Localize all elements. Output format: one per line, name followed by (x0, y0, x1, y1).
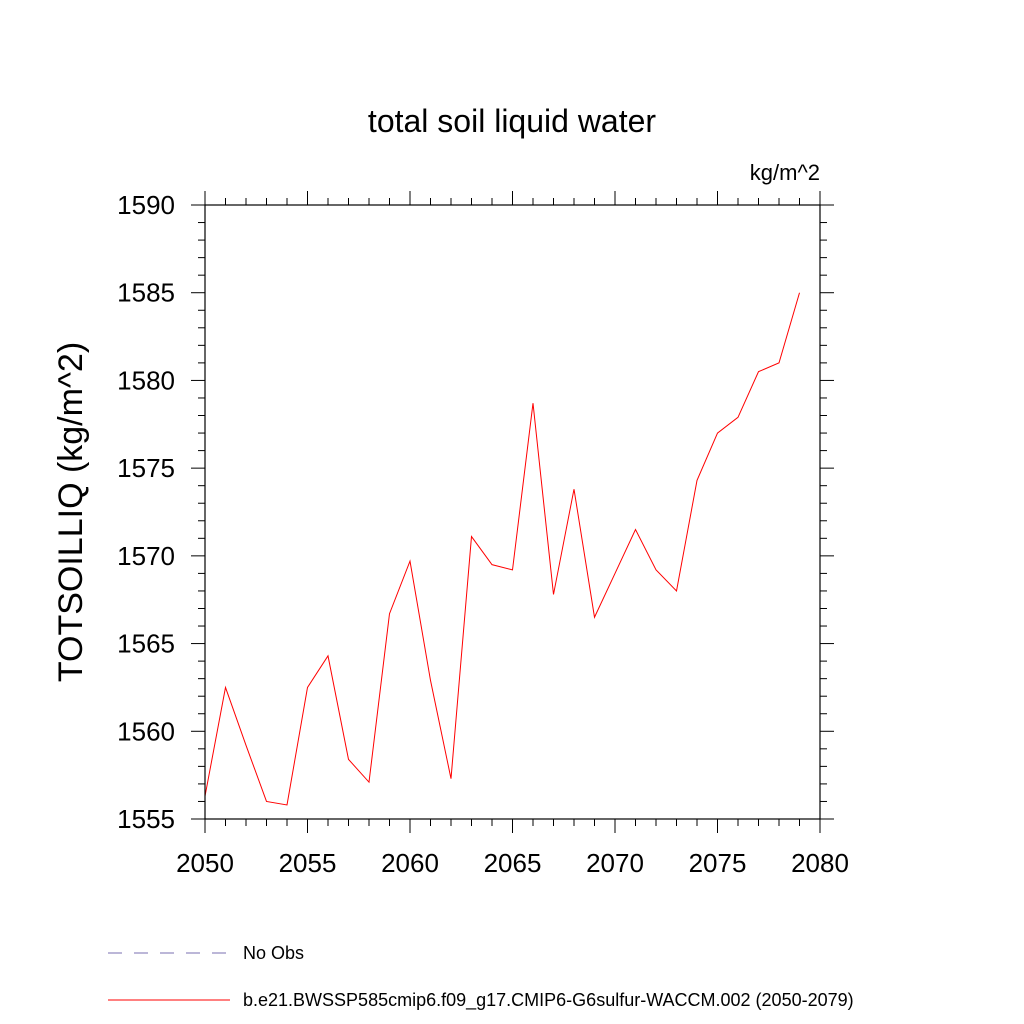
x-tick-label: 2060 (381, 848, 439, 878)
series-line-0 (204, 292, 800, 806)
legend-label-model-run: b.e21.BWSSP585cmip6.f09_g17.CMIP6-G6sulf… (243, 990, 854, 1011)
legend-label-no-obs: No Obs (243, 943, 304, 963)
x-tick-label: 2065 (484, 848, 542, 878)
x-tick-label: 2070 (586, 848, 644, 878)
x-tick-label: 2050 (176, 848, 234, 878)
y-tick-label: 1570 (117, 541, 175, 571)
y-axis-label: TOTSOILLIQ (kg/m^2) (52, 342, 90, 682)
y-tick-label: 1590 (117, 190, 175, 220)
y-tick-label: 1575 (117, 453, 175, 483)
y-tick-label: 1580 (117, 365, 175, 395)
x-tick-label: 2080 (791, 848, 849, 878)
axis-ticks (191, 191, 834, 833)
tick-labels: 2050 2055 2060 2065 2070 2075 2080 1555 1560 1565… (117, 190, 849, 878)
y-tick-label: 1560 (117, 716, 175, 746)
chart-title: total soil liquid water (368, 103, 656, 139)
y-tick-label: 1555 (117, 804, 175, 834)
legend: No Obs b.e21.BWSSP585cmip6.f09_g17.CMIP6… (108, 943, 854, 1011)
x-tick-label: 2055 (279, 848, 337, 878)
y-tick-label: 1585 (117, 278, 175, 308)
y-tick-label: 1565 (117, 629, 175, 659)
x-tick-label: 2075 (689, 848, 747, 878)
plot-frame (204, 204, 821, 820)
units-label: kg/m^2 (750, 160, 820, 185)
series-layer (204, 292, 800, 806)
